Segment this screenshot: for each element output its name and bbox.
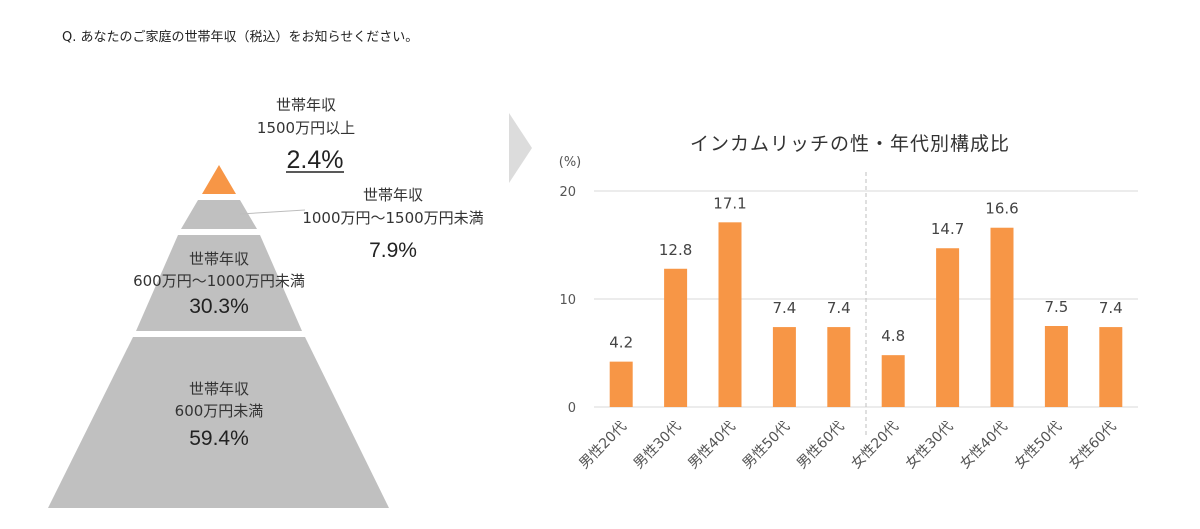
tier3-label-1: 世帯年収	[189, 380, 249, 398]
bar	[1044, 326, 1068, 407]
bar-value-label: 14.7	[931, 220, 964, 238]
category-label: 女性50代	[1011, 418, 1065, 472]
bar	[1099, 327, 1123, 407]
bar-value-label: 7.5	[1044, 298, 1068, 316]
pyramid-tier-3	[136, 235, 302, 331]
y-tick-labels: 0 10 20	[559, 185, 576, 416]
category-label: 男性40代	[685, 419, 739, 473]
bar-value-label: 7.4	[772, 299, 796, 317]
tier2-label-2: 600万円～1000万円未満	[133, 272, 305, 290]
bar	[664, 268, 688, 407]
category-label: 女性20代	[848, 418, 902, 472]
category-label: 男性20代	[576, 419, 630, 473]
tier1-value: 7.9%	[369, 239, 417, 262]
bar	[718, 222, 742, 407]
pyramid-tier-bottom	[48, 337, 389, 508]
leader-line	[239, 209, 306, 215]
bar-value-label: 16.6	[985, 200, 1018, 218]
tier2-value: 30.3%	[189, 295, 249, 318]
category-label: 男性50代	[740, 419, 794, 473]
category-label: 男性30代	[631, 419, 685, 473]
category-label: 女性60代	[1065, 418, 1119, 472]
bar-value-label: 7.4	[1099, 299, 1123, 317]
value-labels: 4.2 12.8 17.1 7.4 7.4 4.8 14.7 16.6 7.5 7.4	[609, 194, 1122, 351]
chart-title: インカムリッチの性・年代別構成比	[690, 133, 1010, 155]
tier3-value: 59.4%	[189, 427, 249, 450]
y-axis-unit: (%)	[559, 155, 582, 170]
bar-value-label: 12.8	[659, 241, 692, 259]
bar-value-label: 4.2	[609, 334, 633, 352]
tier3-label-2: 600万円未満	[175, 402, 264, 420]
question-text: Q. あなたのご家庭の世帯年収（税込）をお知らせください。	[62, 30, 419, 45]
pyramid-tier-2	[181, 200, 257, 229]
bar	[772, 327, 796, 407]
chevron-right-icon	[509, 113, 532, 183]
bars	[609, 222, 1123, 407]
bar	[990, 227, 1014, 407]
tier1-label-1: 世帯年収	[363, 186, 423, 204]
category-label: 女性40代	[957, 418, 1011, 472]
y-tick-label: 10	[559, 293, 576, 308]
bar	[827, 327, 851, 407]
tier2-label-1: 世帯年収	[189, 250, 249, 268]
y-tick-label: 20	[559, 185, 576, 200]
tier1-label-2: 1000万円～1500万円未満	[302, 209, 483, 227]
tier0-label-1: 世帯年収	[276, 96, 336, 114]
bar-value-label: 7.4	[827, 299, 851, 317]
tier0-label-2: 1500万円以上	[257, 119, 355, 137]
bar	[609, 361, 633, 407]
bar	[936, 248, 960, 407]
tier0-value: 2.4%	[287, 146, 344, 174]
y-tick-label: 0	[568, 401, 576, 416]
bar	[881, 355, 905, 407]
category-label: 女性30代	[902, 418, 956, 472]
bar-value-label: 4.8	[881, 327, 905, 345]
bar-value-label: 17.1	[713, 194, 746, 212]
category-label: 男性60代	[794, 419, 848, 473]
pyramid-tier-top	[202, 165, 236, 194]
category-labels: 男性20代 男性30代 男性40代 男性50代 男性60代 女性20代 女性30代 女性40代…	[576, 418, 1119, 472]
